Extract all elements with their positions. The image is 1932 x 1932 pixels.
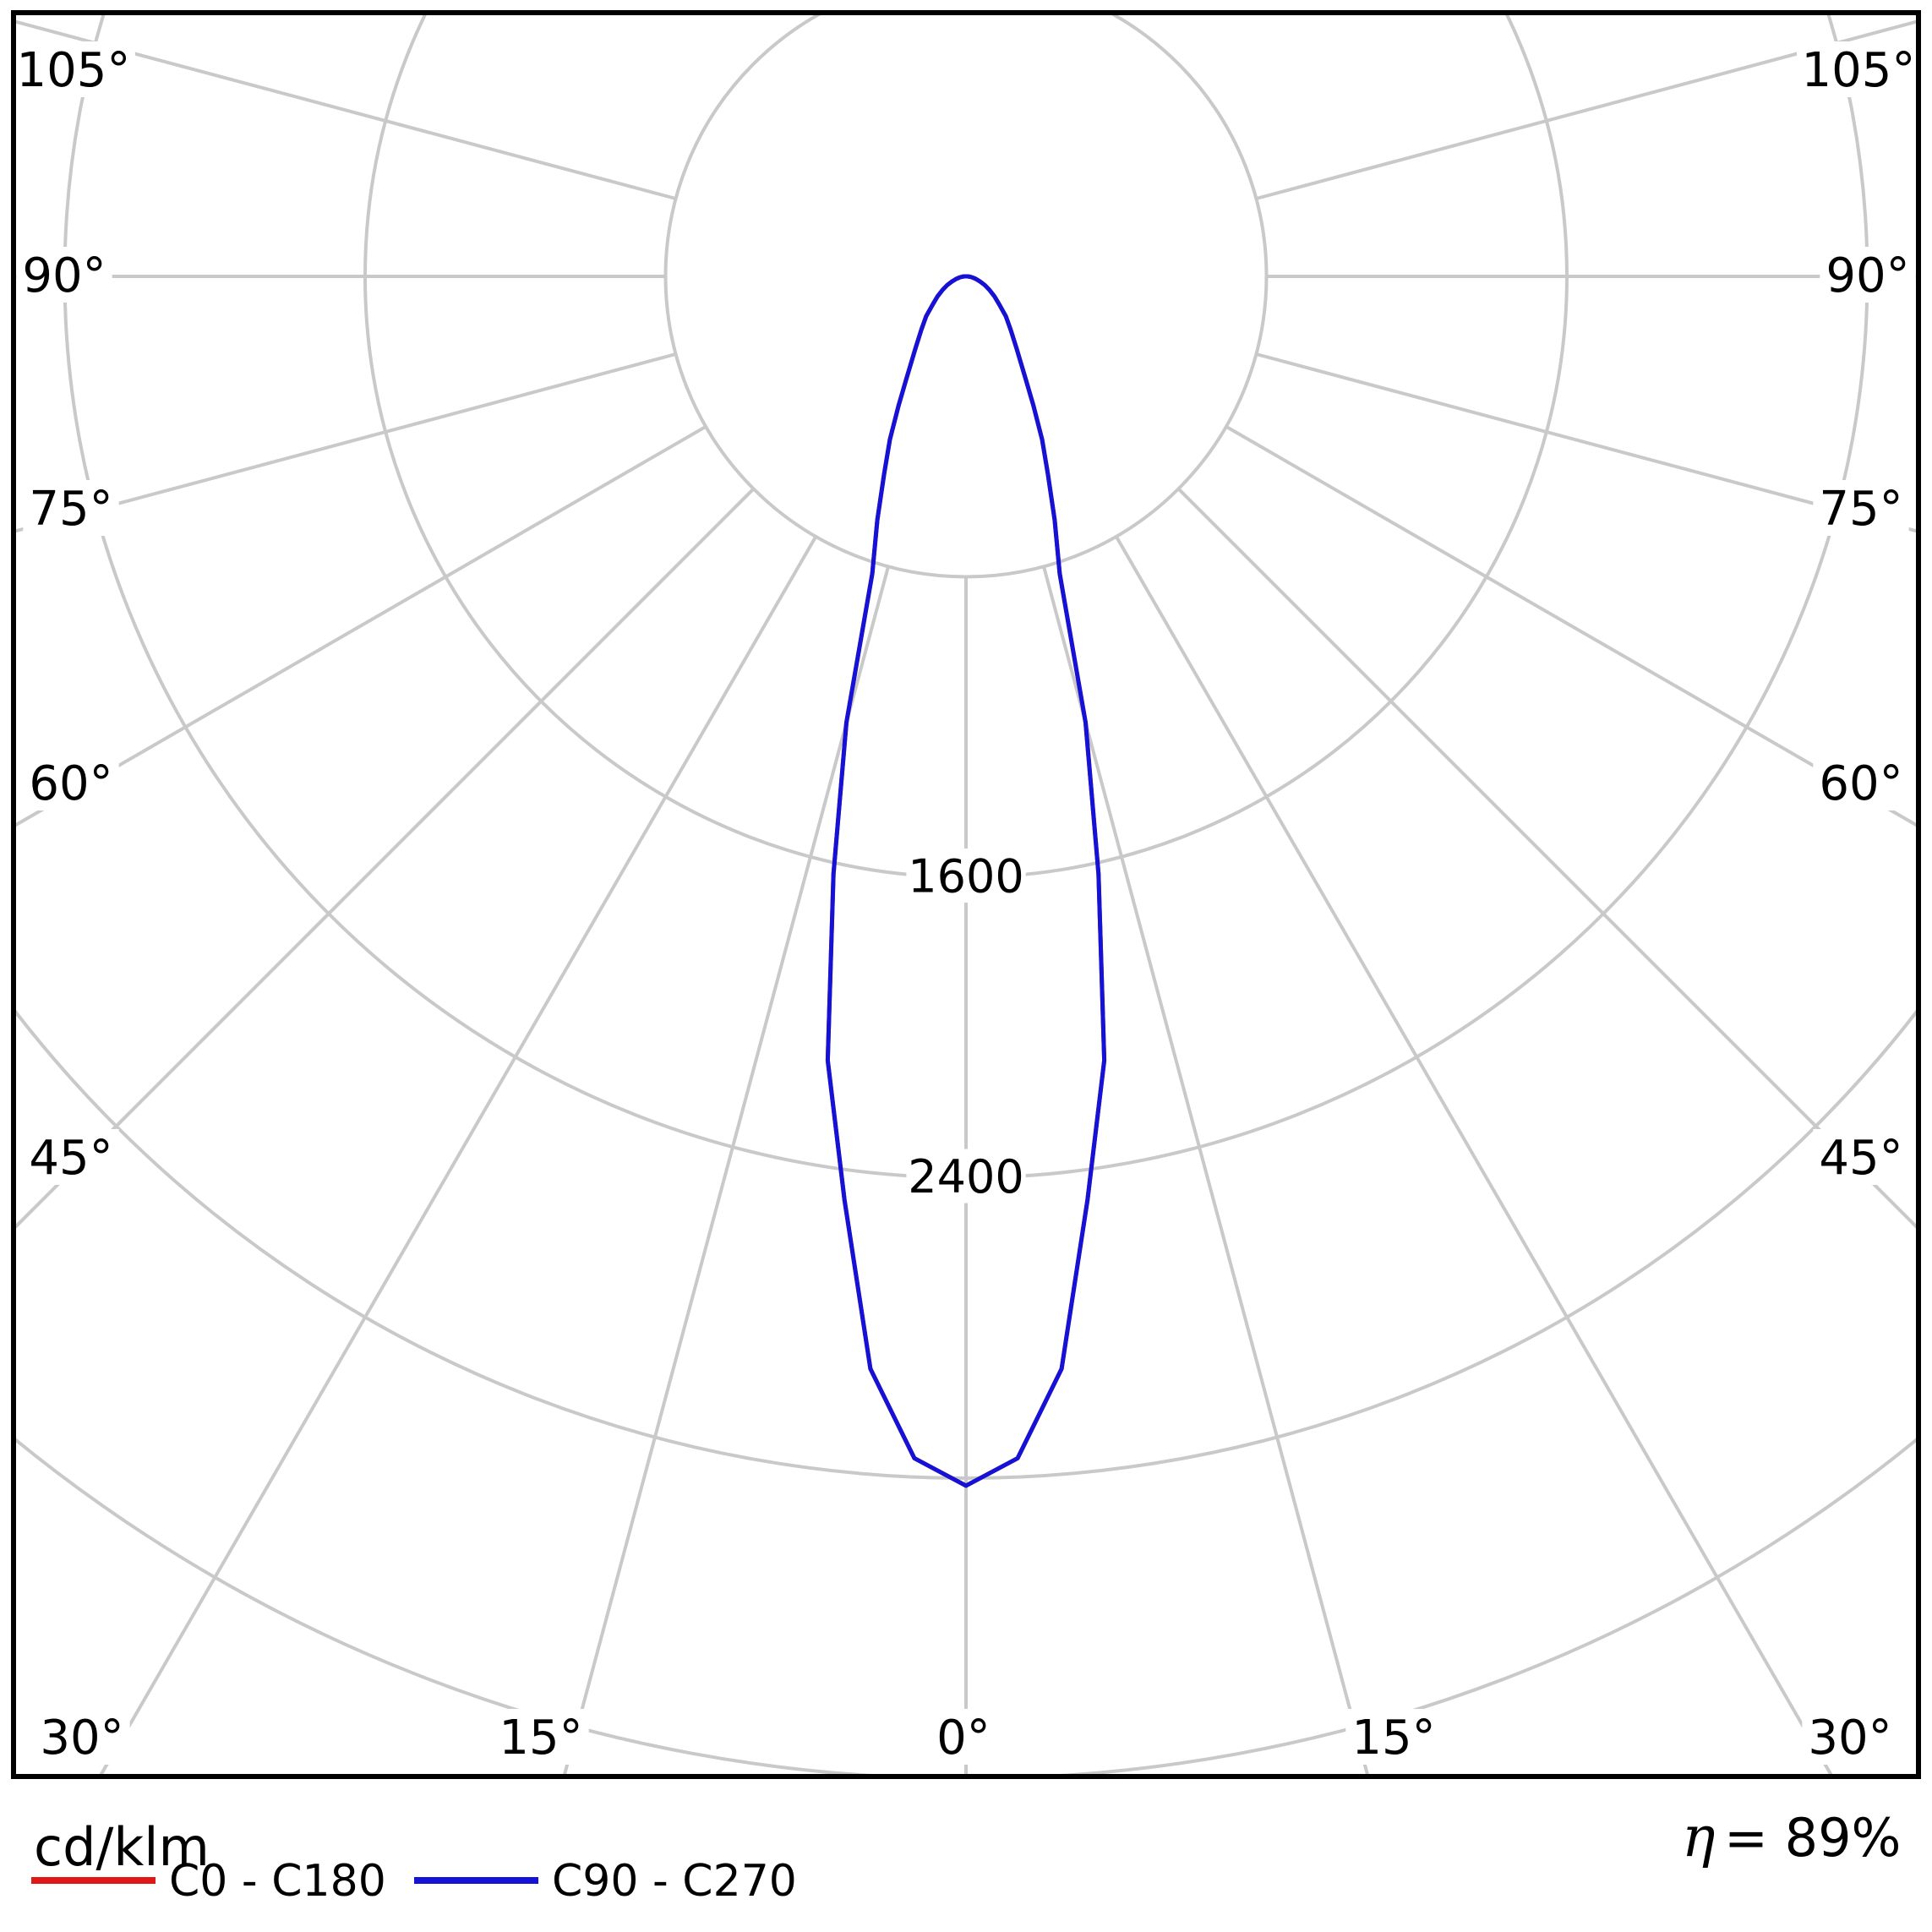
efficiency-value: = 89% <box>1724 1807 1901 1869</box>
grid-radial-105deg <box>1255 19 1916 200</box>
angle-label-right-90°-bg <box>1820 247 1916 303</box>
grid-radial--60deg <box>16 425 707 827</box>
angle-label-bottom-0-bg <box>34 1709 130 1765</box>
grid-radial--75deg <box>16 352 677 533</box>
grid-ring-800 <box>663 15 1269 579</box>
grid-radial-45deg <box>1176 487 1916 1229</box>
angle-label-right-90°: 90° <box>1826 248 1909 303</box>
angle-label-bottom-1: 15° <box>499 1711 582 1766</box>
units-label: cd/klm <box>34 1816 210 1878</box>
angle-label-left-60°: 60° <box>29 756 112 811</box>
angle-label-left-90°: 90° <box>22 248 106 303</box>
angle-label-right-45°: 45° <box>1819 1131 1902 1186</box>
grid-radial-30deg <box>1115 535 1833 1774</box>
angle-label-bottom-1-bg <box>493 1709 589 1765</box>
angle-label-left-60°-bg <box>23 755 119 810</box>
curve-c90-c270 <box>825 274 1107 1488</box>
ring-label-1600: 1600 <box>908 849 1023 903</box>
grid-radial-75deg <box>1255 352 1916 533</box>
angle-label-right-75°-bg <box>1813 480 1909 536</box>
plot-border <box>11 10 1921 1779</box>
angle-label-left-90°-bg <box>16 247 112 303</box>
angle-label-bottom-3-bg <box>1345 1709 1442 1765</box>
angle-label-right-45°-bg <box>1813 1129 1909 1185</box>
angle-label-left-45°-bg <box>23 1129 119 1185</box>
angle-label-bottom-4: 30° <box>1808 1711 1891 1766</box>
ring-label-2400-bg <box>906 1149 1026 1203</box>
grid-radial-15deg <box>1042 565 1369 1774</box>
grid-radial--45deg <box>16 487 756 1229</box>
angle-label-bottom-3: 15° <box>1351 1711 1435 1766</box>
grid-radial--30deg <box>99 535 818 1774</box>
legend-label-1: C90 - C270 <box>552 1856 797 1907</box>
grid-labels: 105° 90° 75° 60° 45° 105° 90° 75° 60° 45° 30° 15° 0°… <box>12 41 1920 1766</box>
efficiency-symbol: η <box>1682 1804 1716 1869</box>
footer: cd/klm η = 89% C0 - C180 C90 - C270 <box>31 1804 1901 1907</box>
grid-radial--105deg <box>16 19 677 200</box>
ring-label-2400: 2400 <box>908 1150 1023 1203</box>
angle-label-right-75°: 75° <box>1819 482 1902 537</box>
grid-radial-60deg <box>1225 425 1916 827</box>
legend: C0 - C180 C90 - C270 <box>31 1856 797 1907</box>
ring-label-1600-bg <box>906 849 1026 903</box>
angle-label-right-60°-bg <box>1813 755 1909 810</box>
angle-label-bottom-4-bg <box>1802 1709 1898 1765</box>
angle-label-left-45°: 45° <box>29 1131 112 1186</box>
angle-label-bottom-2-bg <box>929 1709 998 1765</box>
angle-label-bottom-0: 30° <box>40 1711 123 1766</box>
angle-label-left-105°: 105° <box>17 43 131 98</box>
angle-label-left-75°: 75° <box>29 482 112 537</box>
grid-radial--15deg <box>563 565 890 1774</box>
legend-label-0: C0 - C180 <box>169 1856 386 1907</box>
angle-label-left-75°-bg <box>23 480 119 536</box>
angle-label-right-105°-bg <box>1797 41 1920 97</box>
angle-label-left-105°-bg <box>12 41 135 97</box>
angle-label-right-105°: 105° <box>1802 43 1916 98</box>
angle-label-bottom-2: 0° <box>936 1711 991 1766</box>
angle-label-right-60°: 60° <box>1819 756 1902 811</box>
